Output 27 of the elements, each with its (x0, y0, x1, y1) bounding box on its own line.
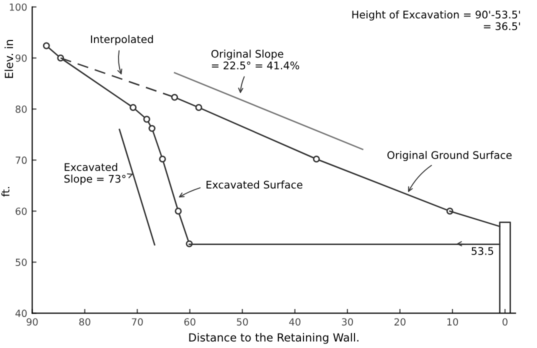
annotation: Height of Excavation = 90'-53.5' = 36.5' (352, 10, 520, 30)
x-tick-label: 30 (342, 318, 353, 326)
x-tick-label: 50 (236, 318, 248, 326)
annotation: 53.5 (472, 247, 494, 255)
annotation: Original Ground Surface (387, 150, 512, 162)
y-tick-label: 100 (10, 3, 27, 11)
x-tick-label: 80 (79, 318, 90, 326)
annotation: Original Slope = 22.5° = 41.4% (211, 50, 300, 70)
y-tick-label: 90 (16, 54, 27, 62)
y-tick-label: 80 (16, 106, 27, 113)
x-tick-label: 60 (184, 318, 196, 326)
x-tick-label: 10 (447, 318, 458, 326)
y-tick-label: 70 (16, 156, 27, 164)
x-tick-label: 70 (132, 318, 143, 326)
y-tick-label: 60 (16, 208, 27, 215)
annotation: Excavated Slope = 73° (64, 162, 126, 185)
x-tick-label: 40 (289, 318, 300, 326)
x-axis-title: Distance to the Retaining Wall. (189, 333, 358, 344)
x-tick-label: 90 (26, 318, 38, 326)
y-tick-label: 50 (16, 258, 27, 266)
x-tick-label: 20 (394, 318, 406, 326)
text: ft. (1, 187, 10, 197)
y-tick-label: 40 (15, 310, 27, 318)
annotation: Interpolated (91, 35, 153, 46)
x-tick-label: 0 (502, 318, 508, 326)
annotation: Excavated Surface (206, 180, 302, 189)
y-axis-title: Elev. in (4, 40, 14, 78)
